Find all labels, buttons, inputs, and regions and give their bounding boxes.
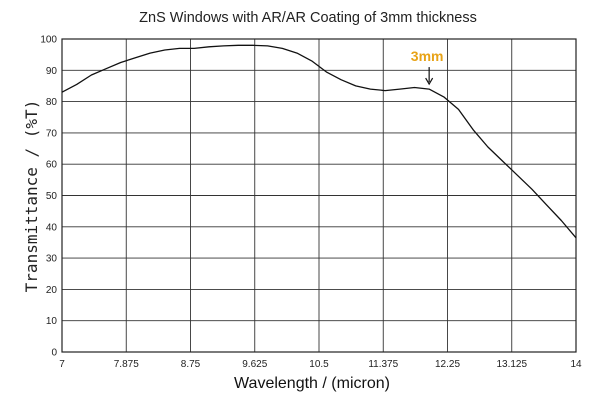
x-tick-label: 14 xyxy=(570,359,582,370)
y-tick-label: 70 xyxy=(46,128,58,139)
y-tick-label: 90 xyxy=(46,66,58,77)
chart-title: ZnS Windows with AR/AR Coating of 3mm th… xyxy=(139,10,477,26)
y-tick-label: 0 xyxy=(51,348,57,359)
x-tick-label: 10.5 xyxy=(309,359,329,370)
series-line xyxy=(61,44,577,239)
y-tick-label: 100 xyxy=(40,35,57,46)
grid xyxy=(61,38,577,353)
annotation-arrow xyxy=(425,67,434,86)
y-tick-label: 50 xyxy=(46,191,58,202)
annotation-label: 3mm xyxy=(411,48,444,64)
x-tick-label: 7 xyxy=(59,359,65,370)
y-tick-label: 60 xyxy=(46,160,58,171)
x-axis-label: Wavelength / (micron) xyxy=(234,375,390,392)
y-tick-label: 20 xyxy=(46,285,58,296)
series-layer xyxy=(61,44,577,239)
y-tick-label: 80 xyxy=(46,97,58,108)
x-tick-label: 8.75 xyxy=(181,359,201,370)
y-tick-label: 30 xyxy=(46,254,58,265)
y-axis-label: Transmittance / (%T) xyxy=(22,100,41,293)
plot-frame xyxy=(61,38,577,353)
x-tick-label: 9.625 xyxy=(242,359,267,370)
y-tick-label: 10 xyxy=(46,316,58,327)
x-tick-label: 11.375 xyxy=(368,359,398,370)
x-tick-label: 12.25 xyxy=(435,359,460,370)
annotation-layer: 3mm xyxy=(411,48,444,86)
annotation-arrow-head xyxy=(425,77,434,86)
x-tick-label: 13.125 xyxy=(496,359,527,370)
x-tick-label: 7.875 xyxy=(114,359,139,370)
tick-labels: 7 7.875 8.75 9.625 10.5 11.375 12.25 13.125 14 0 1… xyxy=(40,35,582,371)
y-tick-label: 40 xyxy=(46,222,58,233)
